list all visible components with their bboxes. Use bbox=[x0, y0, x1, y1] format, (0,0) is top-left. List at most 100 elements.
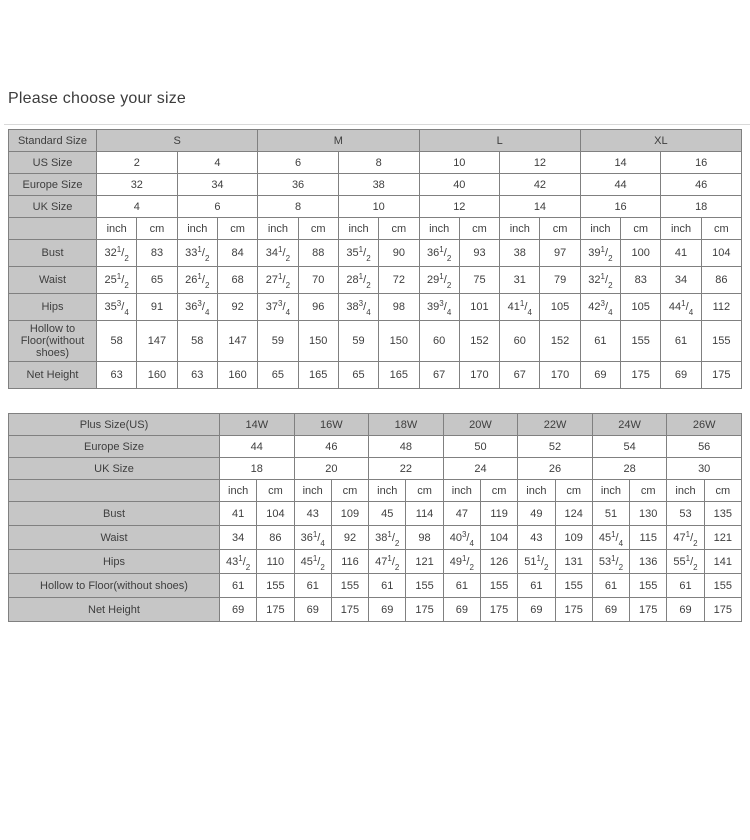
measure-cell: 38 bbox=[499, 239, 541, 267]
measure-cell: 331/2 bbox=[176, 239, 218, 267]
unit-cell: inch bbox=[293, 479, 332, 502]
size-cell: 20 bbox=[293, 457, 370, 480]
size-cell: 6 bbox=[176, 195, 259, 218]
measure-cell: 92 bbox=[330, 525, 370, 550]
size-cell: 32 bbox=[96, 173, 178, 196]
measure-cell: 69 bbox=[517, 597, 556, 622]
measure-cell: 86 bbox=[700, 266, 743, 294]
size-cell: 6 bbox=[257, 151, 339, 174]
measure-cell: 130 bbox=[629, 501, 668, 526]
size-cell: 16 bbox=[660, 151, 742, 174]
unit-cell: inch bbox=[442, 479, 481, 502]
row-label: US Size bbox=[8, 151, 97, 174]
unit-cell: cm bbox=[405, 479, 444, 502]
row-label: Net Height bbox=[8, 361, 97, 389]
size-group-header: 18W bbox=[368, 413, 444, 436]
measure-cell: 175 bbox=[629, 597, 668, 622]
size-cell: 44 bbox=[219, 435, 295, 458]
measure-cell: 60 bbox=[499, 320, 541, 362]
measure-cell: 69 bbox=[442, 597, 481, 622]
measure-cell: 121 bbox=[703, 525, 743, 550]
unit-cell: inch bbox=[660, 217, 702, 240]
page-title: Please choose your size bbox=[8, 90, 187, 107]
size-cell: 12 bbox=[499, 151, 581, 174]
size-cell: 16 bbox=[579, 195, 662, 218]
measure-cell: 141 bbox=[703, 549, 743, 574]
measure-cell: 61 bbox=[218, 573, 258, 598]
measure-cell: 61 bbox=[579, 320, 622, 362]
measure-cell: 150 bbox=[378, 320, 420, 362]
measure-cell: 88 bbox=[297, 239, 339, 267]
measure-cell: 43 bbox=[293, 501, 332, 526]
size-cell: 14 bbox=[579, 151, 662, 174]
measure-cell: 155 bbox=[405, 573, 444, 598]
measure-cell: 391/2 bbox=[579, 239, 622, 267]
corner-label: Standard Size bbox=[8, 129, 97, 152]
size-cell: 2 bbox=[96, 151, 178, 174]
measure-cell: 105 bbox=[620, 293, 662, 321]
measure-cell: 83 bbox=[136, 239, 178, 267]
measure-cell: 381/2 bbox=[368, 525, 407, 550]
measure-cell: 65 bbox=[136, 266, 178, 294]
measure-cell: 175 bbox=[700, 361, 743, 389]
measure-cell: 131 bbox=[554, 549, 593, 574]
measure-cell: 393/4 bbox=[418, 293, 460, 321]
measure-cell: 155 bbox=[330, 573, 370, 598]
measure-cell: 67 bbox=[499, 361, 541, 389]
measure-cell: 61 bbox=[442, 573, 481, 598]
measure-cell: 361/2 bbox=[418, 239, 460, 267]
size-cell: 8 bbox=[337, 151, 420, 174]
size-cell: 34 bbox=[176, 173, 259, 196]
standard-size-table: Standard Size S M L XL US Size 2 4 6 8 10 12 14 16 Eur… bbox=[8, 129, 743, 389]
size-cell: 52 bbox=[517, 435, 593, 458]
measure-cell: 97 bbox=[539, 239, 581, 267]
row-label: UK Size bbox=[8, 457, 220, 480]
measure-cell: 101 bbox=[458, 293, 501, 321]
measure-cell: 155 bbox=[479, 573, 519, 598]
measure-cell: 135 bbox=[703, 501, 743, 526]
measure-cell: 175 bbox=[479, 597, 519, 622]
size-cell: 46 bbox=[293, 435, 370, 458]
size-cell: 4 bbox=[96, 195, 178, 218]
unit-cell: inch bbox=[337, 217, 380, 240]
measure-cell: 170 bbox=[539, 361, 581, 389]
measure-cell: 403/4 bbox=[442, 525, 481, 550]
size-cell: 8 bbox=[257, 195, 339, 218]
row-label: Waist bbox=[8, 525, 220, 550]
measure-cell: 61 bbox=[293, 573, 332, 598]
row-label: Bust bbox=[8, 501, 220, 526]
measure-cell: 92 bbox=[216, 293, 259, 321]
measure-cell: 353/4 bbox=[95, 293, 138, 321]
measure-cell: 68 bbox=[216, 266, 259, 294]
measure-cell: 160 bbox=[136, 361, 178, 389]
plus-size-table: Plus Size(US) 14W 16W 18W 20W 22W 24W 26W Europe… bbox=[8, 413, 743, 622]
size-cell: 48 bbox=[368, 435, 444, 458]
measure-cell: 351/2 bbox=[337, 239, 380, 267]
measure-cell: 155 bbox=[620, 320, 662, 362]
unit-cell: cm bbox=[554, 479, 593, 502]
size-cell: 42 bbox=[499, 173, 581, 196]
measure-cell: 175 bbox=[620, 361, 662, 389]
measure-cell: 411/4 bbox=[499, 293, 541, 321]
measure-cell: 155 bbox=[554, 573, 593, 598]
row-label: Europe Size bbox=[8, 435, 220, 458]
measure-cell: 104 bbox=[256, 501, 295, 526]
unit-cell: inch bbox=[517, 479, 556, 502]
measure-cell: 61 bbox=[666, 573, 705, 598]
measure-cell: 61 bbox=[368, 573, 407, 598]
unit-cell: inch bbox=[418, 217, 460, 240]
measure-cell: 69 bbox=[293, 597, 332, 622]
size-cell: 36 bbox=[257, 173, 339, 196]
measure-cell: 58 bbox=[95, 320, 138, 362]
unit-cell: inch bbox=[591, 479, 631, 502]
size-cell: 50 bbox=[442, 435, 519, 458]
measure-cell: 67 bbox=[418, 361, 460, 389]
row-label: UK Size bbox=[8, 195, 97, 218]
unit-cell: cm bbox=[703, 479, 743, 502]
measure-cell: 59 bbox=[337, 320, 380, 362]
unit-cell: inch bbox=[218, 479, 258, 502]
measure-cell: 155 bbox=[700, 320, 743, 362]
measure-cell: 53 bbox=[666, 501, 705, 526]
measure-cell: 152 bbox=[458, 320, 501, 362]
table-gap bbox=[0, 389, 750, 413]
